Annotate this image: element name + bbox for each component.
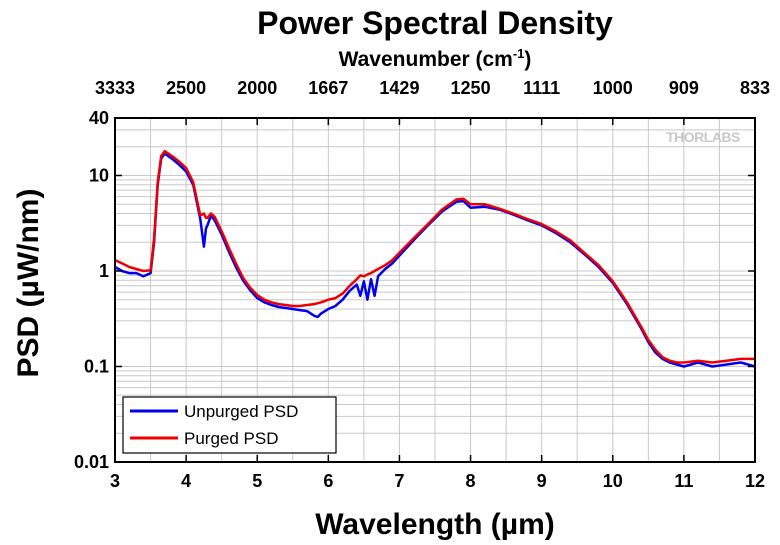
x-tick-label: 10 xyxy=(603,471,623,491)
grid xyxy=(115,118,755,462)
y-axis-title: PSD (µW/nm) xyxy=(12,189,45,378)
x-tick-label: 12 xyxy=(745,471,765,491)
top-axis-label-text: Wavenumber (cm xyxy=(339,48,513,71)
top-tick-label: 833 xyxy=(740,78,770,98)
legend-label-unpurged: Unpurged PSD xyxy=(184,402,298,421)
chart-title: Power Spectral Density xyxy=(257,5,613,41)
x-tick-label: 6 xyxy=(323,471,333,491)
top-tick-label: 1429 xyxy=(379,78,419,98)
x-tick-labels: 3 4 5 6 7 8 9 10 11 12 xyxy=(110,471,765,491)
top-axis-label-end: ) xyxy=(524,48,531,71)
top-axis-label: Wavenumber (cm-1) xyxy=(339,46,532,71)
top-tick-label: 1000 xyxy=(593,78,633,98)
top-tick-label: 2500 xyxy=(166,78,206,98)
y-tick-label: 1 xyxy=(99,261,109,281)
top-tick-labels: 3333 2500 2000 1667 1429 1250 1111 1000 909 833 xyxy=(95,78,770,98)
top-tick-label: 3333 xyxy=(95,78,135,98)
top-tick-label: 1111 xyxy=(523,78,560,98)
y-tick-labels: 0.01 0.1 1 10 40 xyxy=(74,108,109,472)
legend-label-purged: Purged PSD xyxy=(184,429,279,448)
series-line-purged xyxy=(114,149,755,364)
y-tick-label: 0.01 xyxy=(74,452,109,472)
x-tick-label: 11 xyxy=(674,471,693,491)
top-tick-label: 909 xyxy=(669,78,699,98)
x-tick-label: 7 xyxy=(394,471,404,491)
legend: Unpurged PSD Purged PSD xyxy=(122,396,337,454)
y-tick-label: 40 xyxy=(89,108,109,128)
x-tick-label: 3 xyxy=(110,471,120,491)
top-axis-label-superscript: -1 xyxy=(513,46,525,61)
x-tick-label: 5 xyxy=(252,471,262,491)
axis-ticks xyxy=(114,117,756,463)
x-axis-title: Wavelength (µm) xyxy=(315,508,555,541)
y-tick-label: 10 xyxy=(89,165,109,185)
x-tick-label: 9 xyxy=(537,471,547,491)
x-tick-label: 8 xyxy=(466,471,476,491)
legend-box xyxy=(122,396,337,454)
top-tick-label: 1250 xyxy=(451,78,491,98)
thorlabs-watermark: THORLABS xyxy=(666,129,740,145)
y-tick-label: 0.1 xyxy=(84,356,109,376)
top-tick-label: 1667 xyxy=(308,78,348,98)
plot-lines xyxy=(114,149,756,368)
plot-frame xyxy=(114,117,756,463)
top-tick-label: 2000 xyxy=(237,78,277,98)
x-tick-label: 4 xyxy=(181,471,191,491)
